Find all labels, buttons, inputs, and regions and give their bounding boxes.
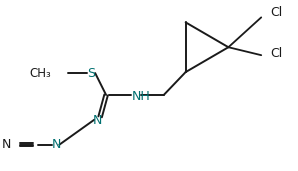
- Text: N: N: [1, 138, 11, 151]
- Text: Cl: Cl: [270, 47, 283, 60]
- Text: S: S: [87, 67, 95, 80]
- Text: N: N: [92, 114, 102, 127]
- Text: N: N: [52, 138, 61, 151]
- Text: CH₃: CH₃: [30, 67, 52, 80]
- Text: NH: NH: [131, 90, 150, 103]
- Text: Cl: Cl: [270, 6, 283, 19]
